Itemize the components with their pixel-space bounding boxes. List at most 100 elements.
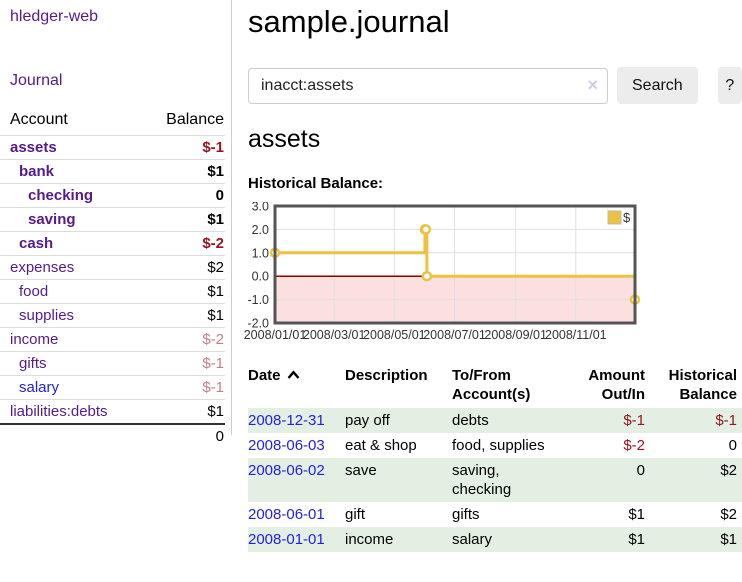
plot-border xyxy=(273,204,637,325)
transaction-balance: 0 xyxy=(728,437,737,454)
accounts-header-account: Account xyxy=(10,111,68,128)
y-tick-label: 0.0 xyxy=(252,270,269,284)
account-link[interactable]: salary xyxy=(19,379,60,396)
account-balance: $-1 xyxy=(202,379,224,396)
transaction-balance: $1 xyxy=(720,531,737,548)
help-button[interactable]: ? xyxy=(717,67,742,104)
account-link[interactable]: supplies xyxy=(19,307,75,324)
transaction-balance: $2 xyxy=(720,462,737,479)
transaction-date-link[interactable]: 2008-06-03 xyxy=(248,437,325,454)
transaction-date-link[interactable]: 2008-06-01 xyxy=(248,506,325,523)
transaction-accounts: debts xyxy=(452,412,489,429)
register-header-accounts: To/From Account(s) xyxy=(452,367,531,403)
accounts-header-balance: Balance xyxy=(166,111,224,128)
account-balance: $1 xyxy=(207,211,224,228)
y-tick-label: -2.0 xyxy=(247,317,269,331)
transaction-description: income xyxy=(345,531,394,548)
y-tick-label: 2.0 xyxy=(252,223,269,237)
search-form: × Search ? xyxy=(248,67,742,104)
data-point xyxy=(420,224,432,235)
transaction-amount: $1 xyxy=(628,506,645,523)
account-row: income $-2 xyxy=(0,327,225,352)
account-heading: assets xyxy=(248,125,321,153)
account-balance: $1 xyxy=(207,307,224,324)
transaction-date-link[interactable]: 2008-12-31 xyxy=(248,412,325,429)
transaction-description: gift xyxy=(345,506,366,523)
search-input[interactable] xyxy=(248,67,608,104)
x-tick-label: 2008/07/01 xyxy=(423,328,486,342)
sidebar: hledger-web Journal Account Balance asse… xyxy=(0,0,232,448)
account-row: cash $-2 xyxy=(0,231,225,256)
account-row: salary $-1 xyxy=(0,375,225,400)
transaction-description: pay off xyxy=(345,412,390,429)
transaction-balance: $2 xyxy=(720,506,737,523)
spacer xyxy=(0,423,146,448)
legend-label: $ xyxy=(623,210,631,225)
register-header-date[interactable]: Date xyxy=(248,364,345,408)
historical-balance-chart: $3.0 2.0 1.0 0.0 -1.0 -2.0 2008/01/01 2008/03/0… xyxy=(242,200,742,349)
main-content: sample.journal × Search ? assets Histori… xyxy=(244,0,742,552)
chart-title: Historical Balance: xyxy=(248,175,384,192)
search-button[interactable]: Search xyxy=(617,67,698,104)
account-link[interactable]: bank xyxy=(19,163,55,180)
transaction-amount: 0 xyxy=(636,462,645,479)
account-row: assets $-1 xyxy=(0,135,225,160)
app-title-link[interactable]: hledger-web xyxy=(10,8,99,25)
account-link[interactable]: expenses xyxy=(10,259,75,276)
y-tick-label: 1.0 xyxy=(252,246,269,260)
account-row: saving $1 xyxy=(0,207,225,232)
transaction-date-link[interactable]: 2008-01-01 xyxy=(248,531,325,548)
clear-search-icon[interactable]: × xyxy=(587,74,598,95)
account-link[interactable]: assets xyxy=(10,139,57,156)
account-link[interactable]: checking xyxy=(28,187,94,204)
transaction-accounts: saving, checking xyxy=(452,462,512,498)
register-header-description: Description xyxy=(345,367,428,384)
register-header-date-label: Date xyxy=(248,367,281,384)
account-balance: $2 xyxy=(207,259,224,276)
transaction-amount: $-1 xyxy=(623,412,645,429)
account-balance: $-2 xyxy=(202,331,224,348)
register-header-row: Date Description To/From Account(s) Amou… xyxy=(248,364,742,408)
account-link[interactable]: gifts xyxy=(19,355,47,372)
account-link[interactable]: cash xyxy=(19,235,54,252)
account-balance: $-1 xyxy=(202,139,224,156)
account-link[interactable]: liabilities:debts xyxy=(10,403,108,420)
transaction-description: save xyxy=(345,462,377,479)
register-row: 2008-06-02 save saving, checking 0 $2 xyxy=(248,458,742,502)
search-input-wrap: × xyxy=(248,67,608,104)
account-balance: 0 xyxy=(215,187,224,204)
page-title: sample.journal xyxy=(248,4,450,39)
accounts-total-row: 0 xyxy=(0,423,225,448)
register-row: 2008-06-03 eat & shop food, supplies $-2 0 xyxy=(248,433,742,458)
account-row: food $1 xyxy=(0,279,225,304)
register-row: 2008-12-31 pay off debts $-1 $-1 xyxy=(248,408,742,433)
transaction-accounts: salary xyxy=(452,531,493,548)
account-row: liabilities:debts $1 xyxy=(0,399,225,425)
transaction-amount: $-2 xyxy=(623,437,645,454)
register-header-amount: Amount Out/In xyxy=(588,367,645,403)
account-link[interactable]: saving xyxy=(28,211,76,228)
register-header-balance: Historical Balance xyxy=(668,367,737,403)
sort-ascending-icon xyxy=(287,370,299,379)
transaction-accounts: gifts xyxy=(452,506,480,523)
accounts-table: Account Balance assets $-1 bank $1 checking 0… xyxy=(0,106,225,448)
account-row: expenses $2 xyxy=(0,255,225,280)
sidebar-item-journal[interactable]: Journal xyxy=(10,72,63,89)
register-row: 2008-01-01 income salary $1 $1 xyxy=(248,527,742,552)
legend-swatch xyxy=(607,210,622,225)
x-tick-label: 2008/03/01 xyxy=(303,328,366,342)
account-balance: $1 xyxy=(207,163,224,180)
register-table: Date Description To/From Account(s) Amou… xyxy=(248,364,742,552)
account-balance: $1 xyxy=(207,403,224,420)
register-row: 2008-06-01 gift gifts $1 $2 xyxy=(248,502,742,527)
transaction-date-link[interactable]: 2008-06-02 xyxy=(248,462,325,479)
transaction-balance: $-1 xyxy=(715,412,737,429)
data-point xyxy=(421,270,433,282)
transaction-accounts: food, supplies xyxy=(452,437,545,454)
account-row: gifts $-1 xyxy=(0,351,225,376)
account-link[interactable]: income xyxy=(10,331,59,348)
transaction-amount: $1 xyxy=(628,531,645,548)
x-tick-label: 2008/01/01 xyxy=(244,328,307,342)
account-row: bank $1 xyxy=(0,159,225,184)
account-link[interactable]: food xyxy=(19,283,49,300)
